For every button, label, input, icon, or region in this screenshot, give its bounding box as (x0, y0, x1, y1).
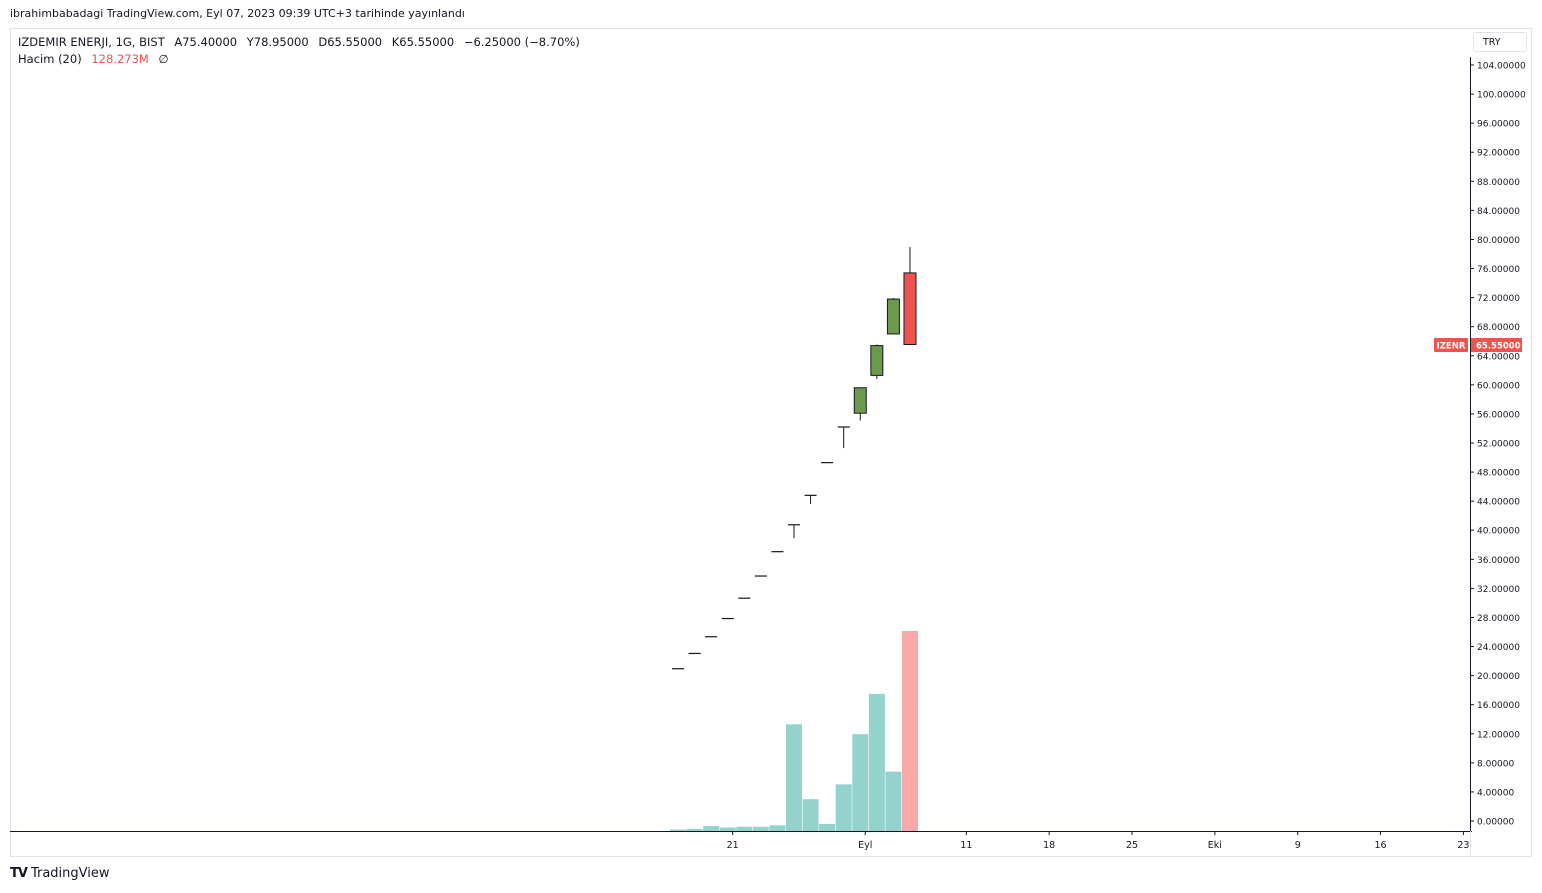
volume-bar (852, 734, 869, 831)
price-tick-label: 8.00000 (1477, 759, 1514, 769)
price-tick-label: 44.00000 (1477, 498, 1520, 508)
price-axis-ticks: 104.00000 100.00000 96.00000 92.00000 88.000… (1470, 62, 1526, 828)
volume-bar (736, 826, 753, 831)
price-tick-label: 24.00000 (1477, 643, 1520, 653)
price-tick-label: 40.00000 (1477, 527, 1520, 537)
volume-value: 128.273M (91, 52, 149, 66)
price-tick-label: 48.00000 (1477, 469, 1520, 479)
currency-selector[interactable]: TRY (1473, 32, 1527, 52)
price-tick-label: 64.00000 (1477, 352, 1520, 362)
time-tick-label: 16 (1375, 840, 1387, 851)
price-tick-label: 60.00000 (1477, 381, 1520, 391)
price-tick-label: 84.00000 (1477, 207, 1520, 217)
volume-bar (752, 826, 769, 831)
price-tick-label: 28.00000 (1477, 614, 1520, 624)
brand-footer[interactable]: TV TradingView (10, 866, 109, 881)
close-value: K65.55000 (391, 35, 455, 49)
price-tick-label: 68.00000 (1477, 323, 1520, 333)
ticker-tag-bg (1434, 338, 1468, 352)
price-tick-label: 56.00000 (1477, 410, 1520, 420)
price-tick-label: 100.00000 (1477, 91, 1526, 101)
change-value: −6.25000 (−8.70%) (463, 35, 580, 49)
price-tick-label: 4.00000 (1477, 788, 1514, 798)
price-tick-label: 32.00000 (1477, 585, 1520, 595)
time-axis-ticks: 21 Eyl 11 18 25 Eki 9 16 23 (727, 831, 1469, 851)
published-note: ibrahimbabadagi TradingView.com, Eyl 07,… (10, 7, 465, 20)
candlestick-series (672, 247, 917, 670)
price-tick-label: 36.00000 (1477, 556, 1520, 566)
time-tick-label: 21 (727, 840, 739, 851)
volume-bar (686, 828, 703, 831)
price-tick-label: 88.00000 (1477, 178, 1520, 188)
brand-name: TradingView (30, 866, 110, 881)
volume-bar (802, 799, 819, 831)
volume-bar (769, 825, 786, 831)
candle-body (870, 345, 884, 376)
volume-bars (670, 631, 918, 831)
chart-frame (10, 28, 1532, 857)
price-tick-label: 96.00000 (1477, 120, 1520, 130)
volume-label[interactable]: Hacim (20) (18, 52, 82, 66)
price-tag: 65.55000 (1476, 342, 1521, 352)
price-tick-label: 80.00000 (1477, 236, 1520, 246)
volume-bar (719, 827, 736, 831)
volume-bar (835, 784, 852, 831)
high-value: Y78.95000 (246, 35, 309, 49)
candle-body (903, 272, 917, 346)
price-tick-label: 72.00000 (1477, 294, 1520, 304)
time-tick-label: Eyl (858, 840, 872, 851)
volume-bar (868, 693, 885, 831)
last-price-tag: IZENR 65.55000 (1434, 338, 1522, 352)
volume-bar (670, 829, 686, 831)
price-tag-bg (1471, 338, 1522, 352)
ticker-tag: IZENR (1437, 342, 1466, 352)
price-tick-label: 12.00000 (1477, 730, 1520, 740)
empty-set-icon: ∅ (158, 52, 169, 66)
chart-legend: IZDEMIR ENERJI, 1G, BIST A75.40000 Y78.9… (18, 34, 586, 68)
candle-body (853, 387, 867, 414)
open-value: A75.40000 (174, 35, 238, 49)
price-tick-label: 104.00000 (1477, 62, 1526, 72)
volume-bar (703, 826, 720, 831)
time-tick-label: 25 (1126, 840, 1138, 851)
low-value: D65.55000 (318, 35, 383, 49)
price-tick-label: 92.00000 (1477, 149, 1520, 159)
time-tick-label: Eki (1208, 840, 1222, 851)
price-tick-label: 0.00000 (1477, 818, 1514, 828)
price-tick-label: 16.00000 (1477, 701, 1520, 711)
price-tick-label: 52.00000 (1477, 440, 1520, 450)
volume-bar (885, 771, 902, 831)
time-tick-label: 9 (1295, 840, 1301, 851)
volume-bar (901, 631, 918, 831)
time-tick-label: 23 (1457, 840, 1469, 851)
volume-bar (785, 724, 802, 831)
price-tick-label: 76.00000 (1477, 265, 1520, 275)
time-tick-label: 11 (960, 840, 972, 851)
price-tick-label: 20.00000 (1477, 672, 1520, 682)
symbol-label[interactable]: IZDEMIR ENERJI, 1G, BIST (18, 35, 165, 49)
tradingview-logo-icon: TV (10, 866, 28, 881)
volume-bar (819, 823, 836, 831)
candle-body (886, 298, 900, 335)
time-tick-label: 18 (1043, 840, 1055, 851)
